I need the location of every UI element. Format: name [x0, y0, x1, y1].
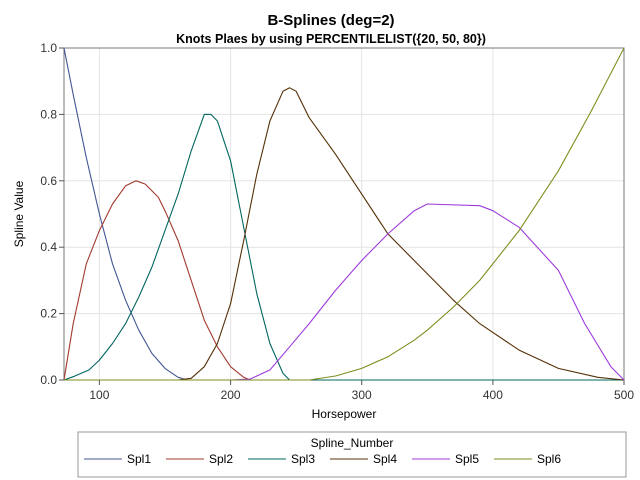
series-line-spl4	[64, 87, 625, 381]
legend: Spline_Number Spl1 Spl2 Spl3 Spl4 Spl5 Spl6	[77, 431, 627, 478]
y-tick-label: 0.2	[40, 307, 57, 321]
series-line-spl3	[63, 113, 624, 381]
series-line-spl5	[64, 203, 625, 381]
x-tick-label: 100	[89, 388, 109, 402]
series-line-spl2	[63, 180, 624, 381]
series-line-spl6	[64, 47, 625, 381]
legend-frame	[77, 431, 627, 478]
legend-label-spl5: Spl5	[455, 452, 479, 466]
plot-area	[63, 47, 625, 381]
legend-title: Spline_Number	[311, 436, 394, 450]
series-lines	[63, 47, 625, 381]
x-tick-label: 400	[483, 388, 503, 402]
series-line-spl1	[63, 47, 624, 381]
y-tick-label: 1.0	[40, 41, 57, 55]
x-tick-label: 500	[614, 388, 634, 402]
y-tick-label: 0.6	[40, 174, 57, 188]
legend-label-spl1: Spl1	[127, 452, 151, 466]
x-axis-label: Horsepower	[312, 407, 377, 421]
x-tick-label: 300	[352, 388, 372, 402]
x-tick-label: 200	[221, 388, 241, 402]
legend-label-spl4: Spl4	[373, 452, 397, 466]
legend-label-spl3: Spl3	[291, 452, 315, 466]
axis-ticks: 100 200 300 400 500 0.0 0.2 0.4 0.6 0.8 1.0	[40, 41, 634, 402]
legend-label-spl2: Spl2	[209, 452, 233, 466]
y-tick-label: 0.0	[40, 373, 57, 387]
y-tick-label: 0.8	[40, 107, 57, 121]
legend-label-spl6: Spl6	[537, 452, 561, 466]
chart-title: B-Splines (deg=2)	[267, 12, 394, 29]
chart-subtitle: Knots Plaes by using PERCENTILELIST({20,…	[176, 32, 486, 46]
y-axis-label: Spline Value	[12, 180, 26, 247]
grid	[64, 47, 625, 381]
y-tick-label: 0.4	[40, 240, 57, 254]
